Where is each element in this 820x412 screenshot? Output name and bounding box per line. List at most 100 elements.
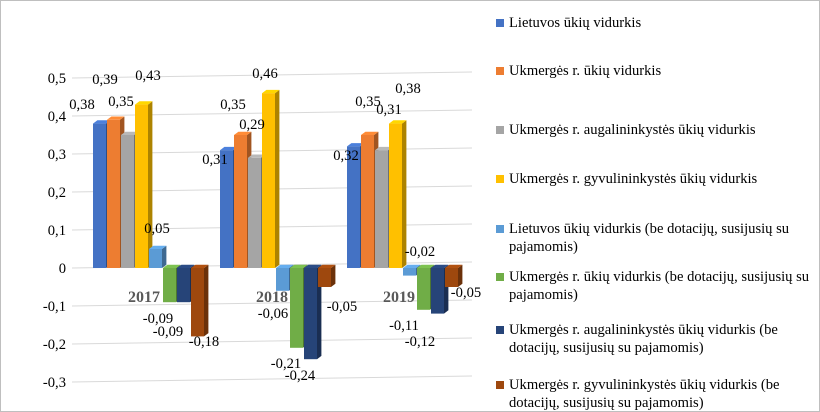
bar — [445, 264, 463, 287]
data-label: 0,31 — [376, 102, 402, 118]
bar-top — [347, 143, 365, 147]
data-label: -0,12 — [405, 334, 435, 350]
y-tick-label: 0,5 — [48, 71, 66, 87]
bar — [191, 264, 209, 337]
bar-front — [431, 268, 444, 314]
y-tick-label: 0,1 — [48, 223, 66, 239]
x-tick-label: 2019 — [383, 289, 415, 306]
bar-front — [149, 249, 162, 268]
bar-front — [389, 123, 402, 268]
bar — [318, 264, 336, 287]
data-label: -0,11 — [389, 318, 419, 334]
bar-top — [149, 245, 167, 249]
legend-swatch — [496, 126, 504, 134]
bar-front — [135, 104, 148, 268]
legend-swatch — [496, 225, 504, 233]
bar-top — [403, 264, 421, 268]
data-label: 0,43 — [135, 68, 161, 84]
legend-item: Ukmergės r. ūkių vidurkis — [496, 62, 661, 80]
bars — [93, 89, 463, 360]
gridline — [71, 299, 473, 307]
legend-swatch — [496, 326, 504, 334]
y-axis: 0,5 0,4 0,3 0,2 0,1 0 -0,1 -0,2 -0,3 — [43, 71, 67, 391]
y-tick-label: -0,2 — [43, 337, 66, 353]
data-label: 0,38 — [395, 81, 421, 97]
bar-front — [121, 135, 134, 268]
x-axis: 2017 2018 2019 — [128, 289, 415, 306]
bar-top — [135, 101, 153, 105]
bar-top — [191, 264, 209, 268]
bar-front — [417, 268, 430, 310]
data-label: -0,06 — [258, 306, 288, 322]
gridline — [71, 375, 473, 383]
bar — [389, 120, 407, 268]
legend-swatch — [496, 19, 504, 27]
data-label: -0,24 — [285, 368, 316, 384]
bar-side — [331, 264, 336, 287]
bar-top — [304, 264, 322, 268]
data-label: 0,32 — [333, 148, 359, 164]
bar-front — [177, 268, 190, 303]
legend-swatch — [496, 273, 504, 281]
legend-item: Ukmergės r. augalininkystės ūkių vidurki… — [496, 321, 814, 357]
bar-top — [93, 120, 111, 124]
data-label: 0,46 — [252, 66, 278, 82]
bar-top — [121, 131, 139, 135]
bar-front — [290, 268, 303, 348]
bar-top — [107, 116, 125, 120]
legend-label: Ukmergės r. ūkių vidurkis (be dotacijų, … — [509, 269, 810, 303]
legend-item: Ukmergės r. gyvulininkystės ūkių vidurki… — [496, 376, 814, 412]
y-tick-label: -0,1 — [43, 299, 66, 315]
bar — [262, 89, 280, 269]
data-label: 0,35 — [108, 94, 134, 110]
bar-side — [275, 89, 280, 269]
data-label: 0,29 — [239, 117, 265, 133]
data-label: -0,21 — [271, 356, 301, 372]
x-tick-label: 2017 — [128, 289, 160, 306]
legend-item: Lietuvos ūkių vidurkis — [496, 14, 641, 32]
bar-front — [361, 135, 374, 268]
legend-item: Ukmergės r. ūkių vidurkis (be dotacijų, … — [496, 268, 814, 304]
bar-top — [318, 264, 336, 268]
y-tick-label: 0,2 — [48, 185, 66, 201]
bar-front — [262, 93, 275, 268]
data-label: 0,05 — [144, 221, 170, 237]
bar-top — [375, 146, 393, 151]
data-labels: 0,380,390,350,430,05-0,09-0,09-0,180,310… — [69, 66, 481, 384]
legend-swatch — [496, 381, 504, 389]
data-label: -0,09 — [143, 311, 173, 327]
data-label: 0,35 — [220, 97, 246, 113]
bar-front — [347, 146, 360, 268]
data-label: -0,05 — [451, 285, 481, 301]
legend-item: Lietuvos ūkių vidurkis (be dotacijų, sus… — [496, 220, 814, 256]
bar-front — [93, 123, 106, 268]
legend-swatch — [496, 175, 504, 183]
bar — [431, 264, 449, 314]
bar-top — [417, 264, 435, 268]
bar-top — [234, 131, 252, 135]
bar-top — [177, 264, 195, 268]
bar-top — [276, 264, 294, 268]
legend-swatch — [496, 67, 504, 75]
legend-label: Ukmergės r. augalininkystės ūkių vidurki… — [509, 322, 778, 356]
bar-side — [458, 264, 463, 287]
bar — [304, 264, 322, 360]
bar-top — [389, 120, 407, 124]
bar-top — [290, 264, 308, 268]
bar-front — [234, 135, 247, 268]
bar-top — [163, 264, 181, 268]
y-tick-label: 0,4 — [48, 109, 67, 125]
bar — [149, 245, 167, 268]
bar-front — [403, 268, 416, 276]
data-label: -0,02 — [405, 244, 435, 260]
bar-side — [402, 120, 407, 268]
y-tick-label: 0 — [59, 261, 66, 277]
bar-front — [163, 268, 176, 303]
y-tick-label: 0,3 — [48, 147, 66, 163]
bar-side — [204, 264, 209, 337]
bar-top — [262, 89, 280, 94]
x-tick-label: 2018 — [256, 289, 288, 306]
data-label: -0,05 — [327, 299, 357, 315]
bar — [135, 101, 153, 268]
